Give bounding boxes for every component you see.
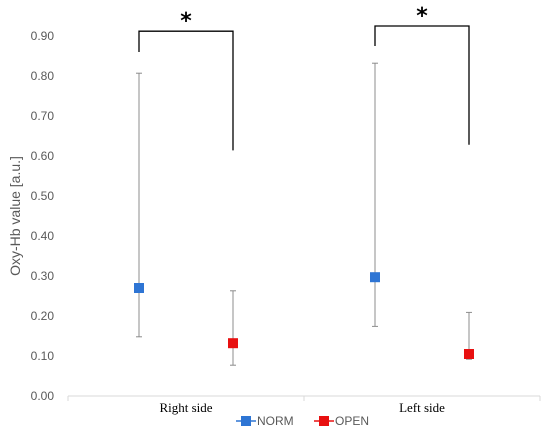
legend-marker-norm [241,416,251,426]
axes: 0.00 0.10 0.20 0.30 0.40 0.50 0.60 0.70 0.80 0.90… [31,29,541,415]
chart-marks: * * [134,4,474,366]
y-tick-label: 0.10 [31,349,55,363]
data-point-open [464,349,474,359]
y-tick-label: 0.90 [31,29,55,43]
legend: NORM OPEN [236,414,369,428]
y-axis-label: Oxy-Hb value [a.u.] [7,156,23,276]
significance-bracket [138,30,234,151]
legend-label-norm: NORM [257,414,294,428]
x-category-label: Left side [399,400,445,415]
y-tick-label: 0.00 [31,389,55,403]
y-tick-label: 0.30 [31,269,55,283]
data-point-norm [370,272,380,283]
y-tick-label: 0.50 [31,189,55,203]
significance-star: * [416,4,428,29]
data-point-norm [134,283,144,293]
legend-label-open: OPEN [335,414,369,428]
y-tick-label: 0.20 [31,309,55,323]
data-point-open [228,338,238,349]
significance-bracket [374,25,470,145]
legend-marker-open [319,416,329,426]
significance-star: * [180,9,192,34]
y-tick-label: 0.40 [31,229,55,243]
y-tick-label: 0.80 [31,69,55,83]
y-tick-label: 0.70 [31,109,55,123]
y-tick-label: 0.60 [31,149,55,163]
x-category-label: Right side [159,400,212,415]
